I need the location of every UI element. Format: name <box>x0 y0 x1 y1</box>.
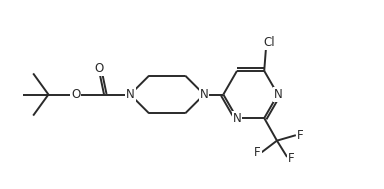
Text: N: N <box>126 88 134 101</box>
Text: Cl: Cl <box>264 36 275 49</box>
Text: F: F <box>254 146 261 159</box>
Text: N: N <box>233 112 241 125</box>
Text: O: O <box>71 88 80 101</box>
Text: N: N <box>273 88 282 101</box>
Text: N: N <box>200 88 209 101</box>
Text: O: O <box>94 62 103 75</box>
Text: F: F <box>297 129 303 142</box>
Text: F: F <box>288 152 295 165</box>
